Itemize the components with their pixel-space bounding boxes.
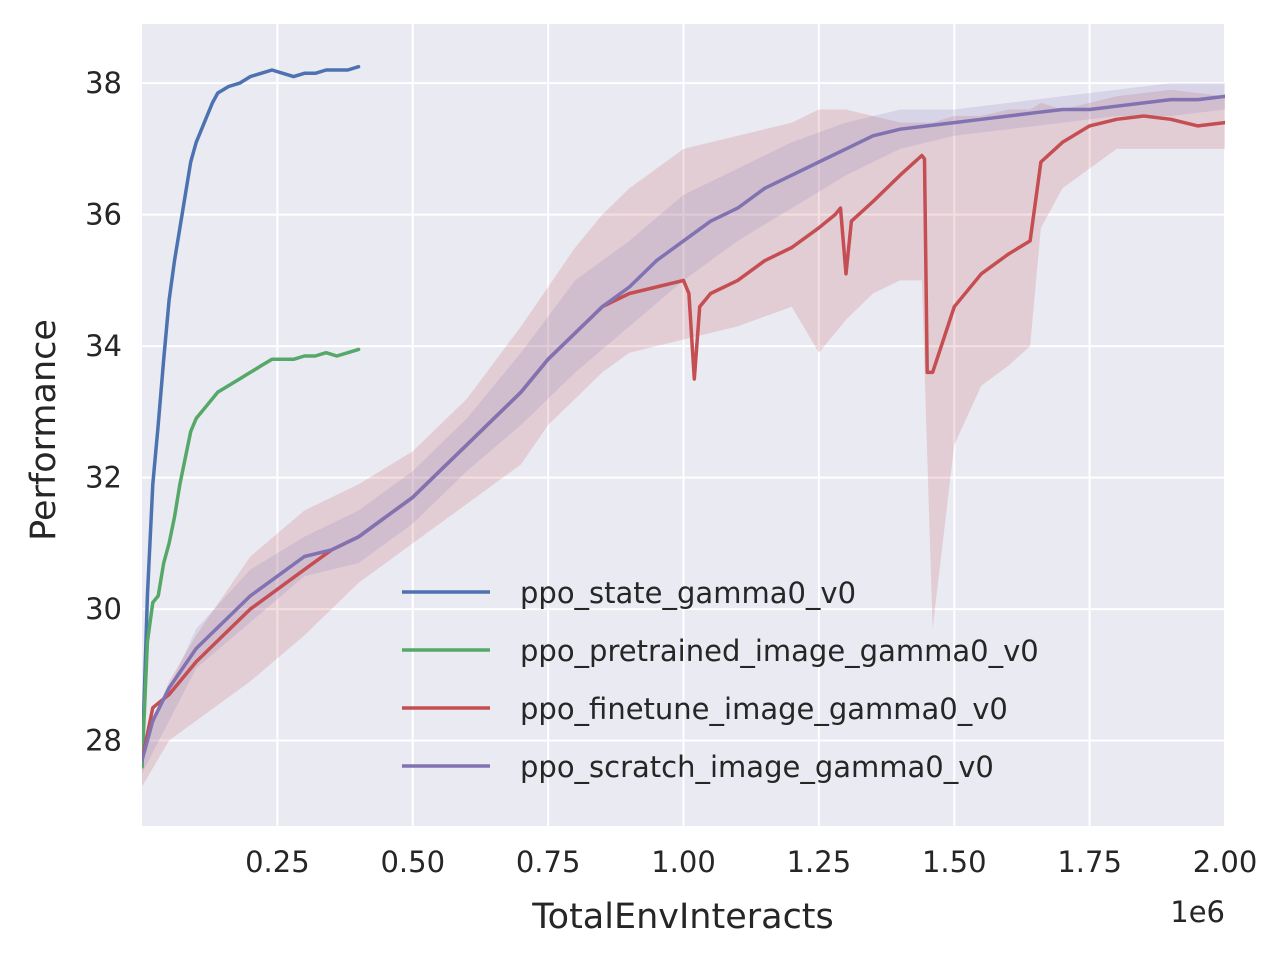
confidence-bands: [142, 83, 1225, 787]
y-tick-label: 38: [85, 66, 122, 100]
x-axis-offset-text: 1e6: [1170, 895, 1225, 929]
y-tick-label: 32: [85, 461, 122, 495]
series-line-ppo_state_gamma0_v0: [142, 64, 361, 769]
x-tick-label: 0.75: [516, 845, 581, 879]
x-tick-label: 0.50: [380, 845, 445, 879]
x-tick-label: 2.00: [1193, 845, 1258, 879]
series-line-ppo_pretrained_image_gamma0_v0: [142, 347, 361, 769]
legend-label: ppo_finetune_image_gamma0_v0: [520, 692, 1008, 726]
y-tick-label: 28: [85, 724, 122, 758]
y-tick-label: 30: [85, 592, 122, 626]
series-line-ppo_scratch_image_gamma0_v0: [142, 94, 1225, 763]
x-tick-label: 1.00: [651, 845, 716, 879]
series-lines: [142, 64, 1225, 769]
band-ppo_finetune_image_gamma0_v0: [142, 89, 1225, 787]
y-axis-label: Performance: [24, 319, 64, 541]
x-tick-label: 0.25: [245, 845, 310, 879]
x-tick-label: 1.75: [1057, 845, 1122, 879]
x-tick-label: 1.50: [922, 845, 987, 879]
legend-label: ppo_pretrained_image_gamma0_v0: [520, 634, 1039, 668]
x-axis-label: TotalEnvInteracts: [531, 897, 834, 937]
legend-label: ppo_state_gamma0_v0: [520, 576, 856, 610]
legend: ppo_state_gamma0_v0 ppo_pretrained_image_…: [402, 576, 1039, 784]
grid: [142, 24, 1226, 826]
band-ppo_scratch_image_gamma0_v0: [142, 83, 1225, 774]
y-tick-label: 34: [85, 329, 122, 363]
tick-labels: 0.25 0.50 0.75 1.00 1.25 1.50 1.75 2.00 28 30 32 34…: [85, 66, 1257, 879]
x-tick-label: 1.25: [787, 845, 852, 879]
legend-label: ppo_scratch_image_gamma0_v0: [520, 750, 994, 784]
y-tick-label: 36: [85, 198, 122, 232]
